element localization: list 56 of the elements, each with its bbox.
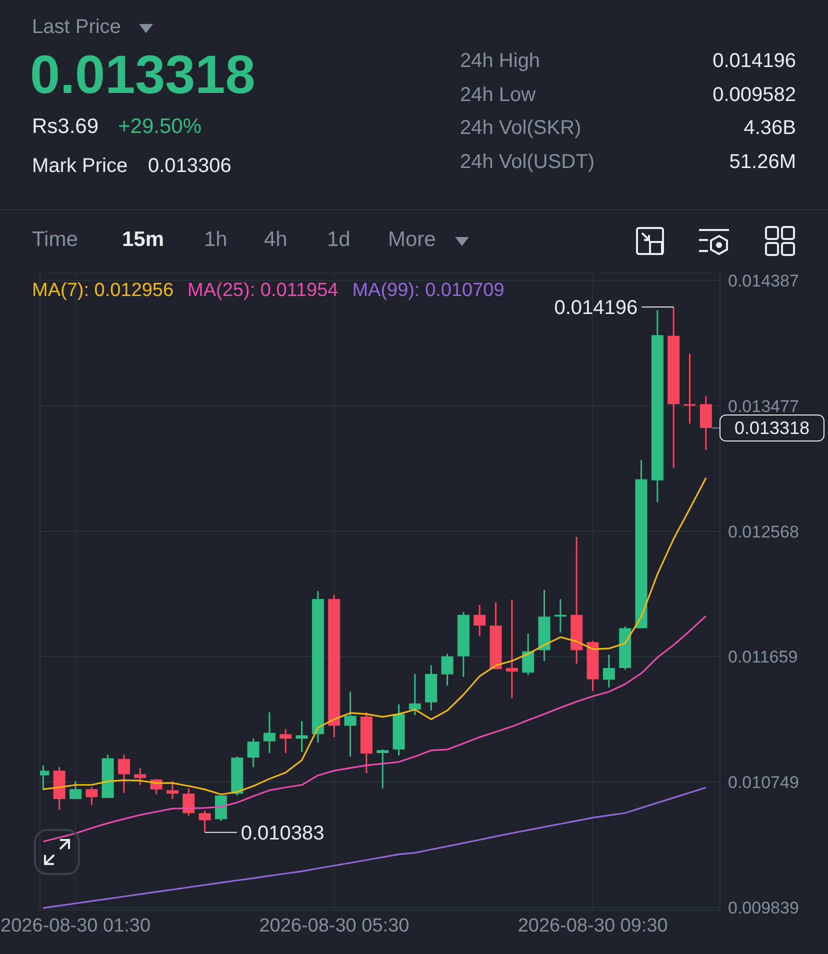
text: MA(99): 0.010709	[352, 280, 504, 302]
candlestick	[182, 788, 195, 816]
text: 0.014196	[712, 50, 796, 73]
annotation: 0.013318	[734, 418, 810, 438]
candlestick	[118, 754, 130, 794]
candlestick	[198, 810, 211, 834]
text: 0.013306	[148, 155, 232, 178]
text: 4.36B	[744, 117, 796, 140]
line-series	[42, 615, 707, 842]
candlestick	[602, 654, 615, 688]
text: 24h Vol(SKR)	[460, 117, 582, 140]
y-tick-label: 0.011659	[728, 648, 798, 667]
candlestick	[69, 780, 82, 800]
line-series	[42, 786, 707, 909]
candlestick	[86, 786, 98, 806]
y-tick-label: 0.014387	[728, 272, 799, 291]
text: 24h Low	[460, 84, 536, 106]
candlestick	[376, 748, 389, 790]
y-tick-label: 0.013477	[728, 397, 799, 416]
annotation: 0.010383	[240, 822, 324, 844]
candlestick	[522, 632, 534, 676]
text: Last Price	[32, 16, 121, 39]
text: 24h High	[460, 50, 540, 73]
y-tick-label: 0.009839	[728, 898, 799, 918]
x-tick-label: 2026-08-30 01:30	[0, 915, 151, 936]
candlestick	[474, 604, 486, 637]
text: More	[388, 228, 436, 252]
candlestick	[684, 353, 696, 424]
text: 1h	[204, 228, 228, 252]
text: 0.013318	[30, 44, 256, 106]
text: 0.009582	[712, 84, 796, 106]
candlestick	[506, 598, 518, 699]
candlestick	[280, 728, 292, 754]
candlestick	[344, 690, 356, 758]
text: 15m	[122, 228, 164, 252]
candlestick	[441, 653, 454, 686]
candlestick	[134, 767, 146, 786]
text: Time	[32, 228, 78, 252]
candlestick	[408, 673, 421, 716]
text: 1d	[327, 228, 350, 252]
text: Rs3.69	[32, 115, 99, 139]
candlestick	[263, 712, 276, 754]
text: 24h Vol(USDT)	[460, 150, 594, 174]
text: MA(7): 0.012956	[32, 280, 174, 302]
annotation: 0.014196	[554, 297, 638, 319]
candlestick	[247, 738, 260, 768]
text: 51.26M	[729, 150, 796, 174]
x-tick-label: 2026-08-30 09:30	[518, 915, 668, 936]
text: 4h	[264, 228, 288, 252]
y-tick-label: 0.012568	[728, 522, 799, 542]
line-series	[42, 477, 707, 796]
text: Mark Price	[32, 155, 128, 178]
text: MA(25): 0.011954	[188, 280, 338, 302]
x-tick-label: 2026-08-30 05:30	[259, 915, 410, 936]
y-tick-label: 0.010749	[728, 773, 799, 792]
text: +29.50%	[118, 115, 202, 139]
